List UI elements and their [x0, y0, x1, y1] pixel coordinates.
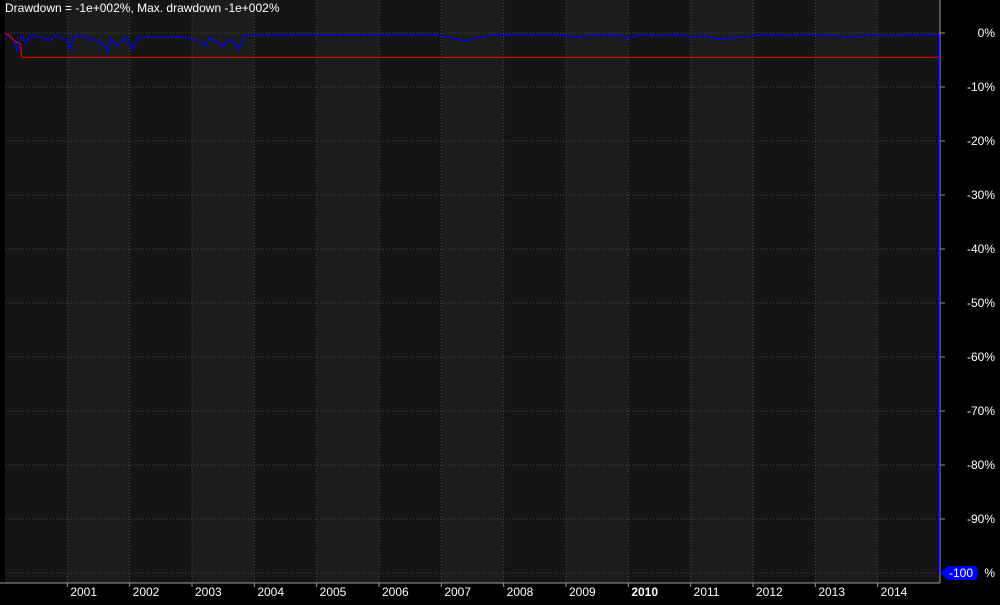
year-band: [815, 0, 878, 583]
x-tick-label: 2012: [756, 585, 783, 599]
current-value-badge-label: -100: [949, 566, 973, 580]
chart-title: Drawdown = -1e+002%, Max. drawdown -1e+0…: [5, 1, 280, 15]
year-band: [5, 0, 68, 583]
year-band: [192, 0, 255, 583]
x-tick-label: 2010: [631, 585, 658, 599]
x-tick-label: 2003: [195, 585, 222, 599]
year-band: [628, 0, 691, 583]
y-tick-label: -90%: [967, 512, 995, 526]
x-tick-label: 2006: [382, 585, 409, 599]
y-tick-label: 0%: [978, 26, 996, 40]
x-tick-label: 2008: [507, 585, 534, 599]
year-band: [67, 0, 130, 583]
year-band: [254, 0, 317, 583]
year-band: [129, 0, 192, 583]
x-tick-label: 2007: [444, 585, 471, 599]
drawdown-series-line: [4, 32, 940, 54]
y-tick-label: -50%: [967, 296, 995, 310]
year-band: [379, 0, 442, 583]
x-tick-label: 2014: [881, 585, 908, 599]
x-tick-label: 2013: [818, 585, 845, 599]
year-band: [690, 0, 753, 583]
x-tick-label: 2005: [320, 585, 347, 599]
year-band: [503, 0, 566, 583]
max-drawdown-series-line: [4, 32, 940, 58]
y-tick-label: -20%: [967, 134, 995, 148]
year-band: [877, 0, 940, 583]
current-value-badge: [940, 566, 978, 580]
x-tick-label: 2002: [133, 585, 160, 599]
year-band: [753, 0, 816, 583]
y-tick-label: -80%: [967, 458, 995, 472]
year-band: [566, 0, 629, 583]
y-tick-label: %: [984, 566, 995, 580]
x-tick-label: 2004: [257, 585, 284, 599]
y-tick-label: -30%: [967, 188, 995, 202]
x-tick-label: 2009: [569, 585, 596, 599]
y-tick-label: -60%: [967, 350, 995, 364]
year-band: [441, 0, 504, 583]
x-tick-label: 2011: [694, 585, 720, 599]
x-tick-label: 2001: [70, 585, 97, 599]
year-band: [316, 0, 379, 583]
y-tick-label: -40%: [967, 242, 995, 256]
y-tick-label: -70%: [967, 404, 995, 418]
y-tick-label: -10%: [967, 80, 995, 94]
